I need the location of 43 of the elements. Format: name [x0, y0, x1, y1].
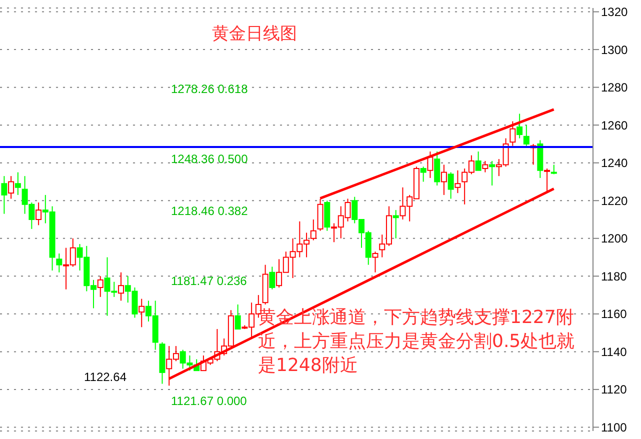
annotation: 1181.47 0.236	[171, 274, 247, 288]
text: 黄金日线图	[212, 23, 297, 45]
y-tick-label: 1300	[601, 42, 628, 57]
candlestick	[454, 170, 461, 194]
y-tick-label: 1100	[601, 420, 628, 434]
candlestick	[310, 219, 316, 241]
candlestick	[523, 124, 530, 146]
annotation: 1121.67 0.000	[171, 394, 247, 408]
candlestick	[420, 166, 426, 182]
candlestick	[36, 202, 42, 226]
candlestick	[138, 298, 145, 328]
candlestick	[489, 160, 496, 186]
candlestick	[392, 210, 399, 239]
candlestick	[56, 252, 62, 273]
candlestick	[448, 172, 454, 200]
y-tick-label: 1140	[601, 344, 628, 359]
candlestick	[234, 304, 241, 330]
candlestick	[1, 176, 8, 214]
candlestick	[440, 164, 447, 196]
y-tick-label: 1320	[601, 5, 628, 20]
candlestick	[427, 151, 434, 178]
candlestick	[434, 151, 440, 186]
candlestick	[269, 266, 276, 290]
y-tick-label: 1200	[601, 232, 628, 246]
y-tick-label: 1220	[601, 194, 628, 208]
candlestick	[14, 172, 21, 196]
candlestick	[475, 151, 482, 171]
y-tick-label: 1180	[601, 269, 628, 284]
y-tick-label: 1160	[601, 307, 628, 322]
annotation: 1122.64	[84, 370, 126, 384]
candlestick	[516, 113, 523, 139]
y-tick-label: 1260	[601, 118, 628, 132]
ref-line-label: 1248.36 0.500	[171, 152, 248, 166]
annotation: 1278.26 0.618	[171, 82, 248, 96]
candlestick	[8, 176, 14, 200]
candlestick	[372, 251, 378, 273]
y-tick-label: 1120	[601, 382, 628, 397]
candlestick	[510, 120, 516, 146]
annotation: 1218.46 0.382	[171, 204, 248, 218]
y-tick-label: 1280	[601, 80, 628, 95]
candlestick	[97, 276, 104, 298]
candlestick	[482, 160, 488, 173]
y-tick-label: 1240	[601, 156, 628, 170]
